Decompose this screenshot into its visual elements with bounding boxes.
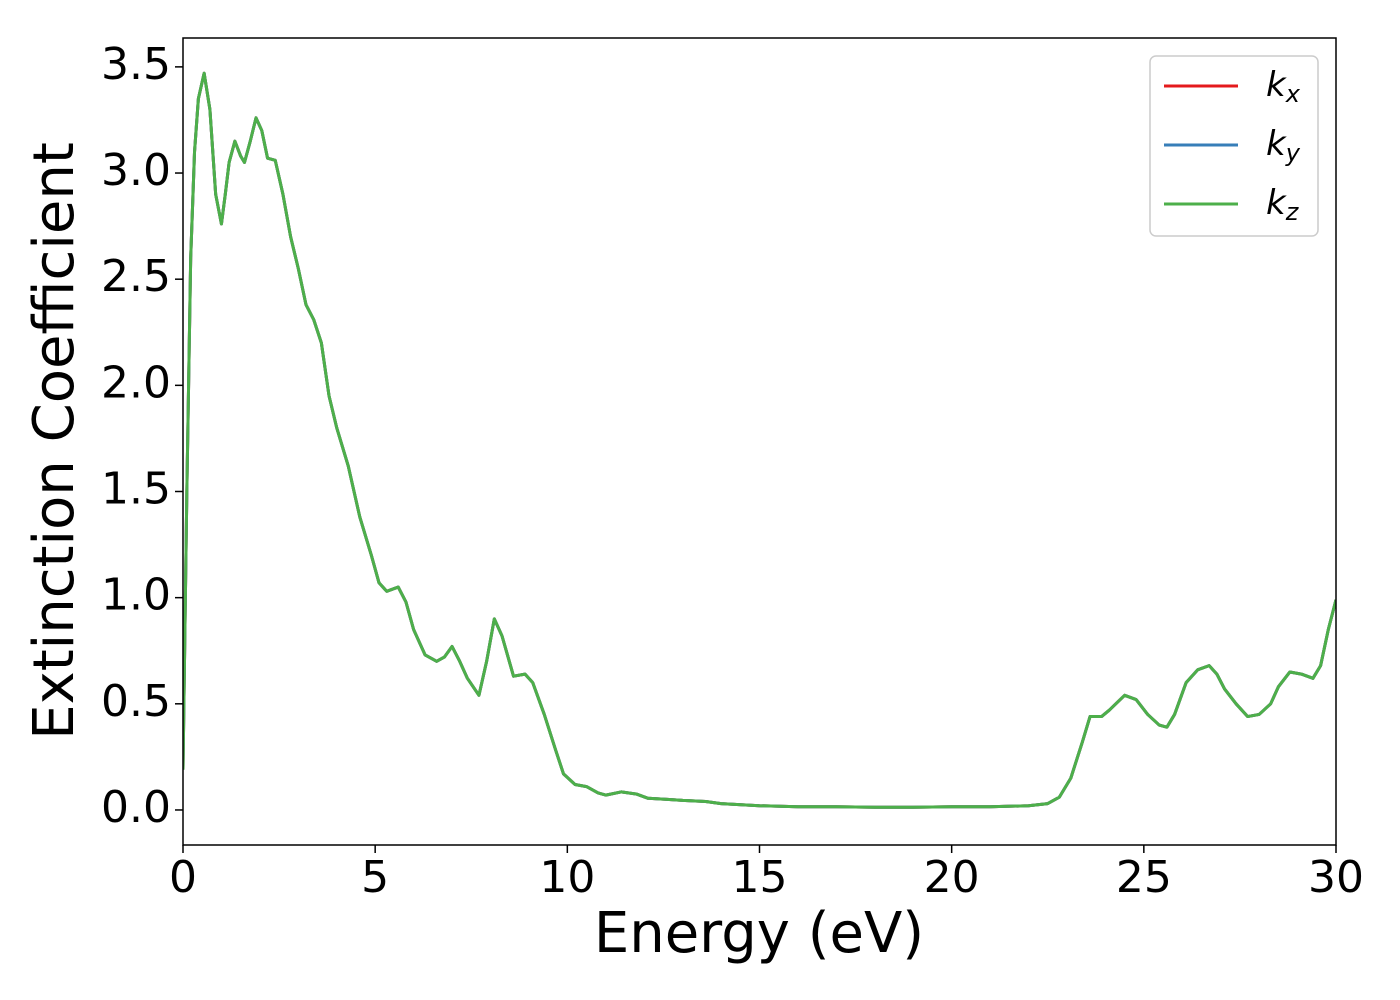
- y-tick-label: 0.0: [101, 782, 171, 833]
- y-tick-label: 2.0: [101, 357, 171, 408]
- y-tick-label: 3.0: [101, 145, 171, 196]
- x-tick-label: 5: [361, 852, 389, 903]
- legend-label-sub: x: [1285, 80, 1301, 108]
- plot-frame: [182, 37, 1337, 846]
- legend-label-main: k: [1266, 183, 1287, 223]
- y-tick-label: 3.5: [101, 39, 171, 90]
- y-tick-label: 2.5: [101, 251, 171, 302]
- y-tick-label: 1.0: [101, 570, 171, 621]
- legend-label: kz: [1266, 183, 1300, 227]
- x-tick-label: 10: [539, 852, 595, 903]
- legend-label-main: k: [1266, 124, 1287, 164]
- x-tick-label: 0: [169, 852, 197, 903]
- legend-label-main: k: [1266, 65, 1287, 105]
- y-tick-label: 1.5: [101, 463, 171, 514]
- legend-label-sub: y: [1285, 139, 1301, 167]
- x-tick-label: 20: [924, 852, 980, 903]
- legend-label: kx: [1266, 65, 1301, 109]
- x-tick-label: 30: [1308, 852, 1364, 903]
- y-axis-label: Extinction Coefficient: [22, 142, 87, 740]
- legend-label: ky: [1266, 124, 1301, 168]
- y-tick-label: 0.5: [101, 676, 171, 727]
- series-line: [183, 71, 1336, 809]
- x-tick-label: 25: [1116, 852, 1172, 903]
- legend-label-sub: z: [1285, 198, 1300, 226]
- x-axis-label: Energy (eV): [594, 901, 924, 966]
- x-tick-label: 15: [732, 852, 788, 903]
